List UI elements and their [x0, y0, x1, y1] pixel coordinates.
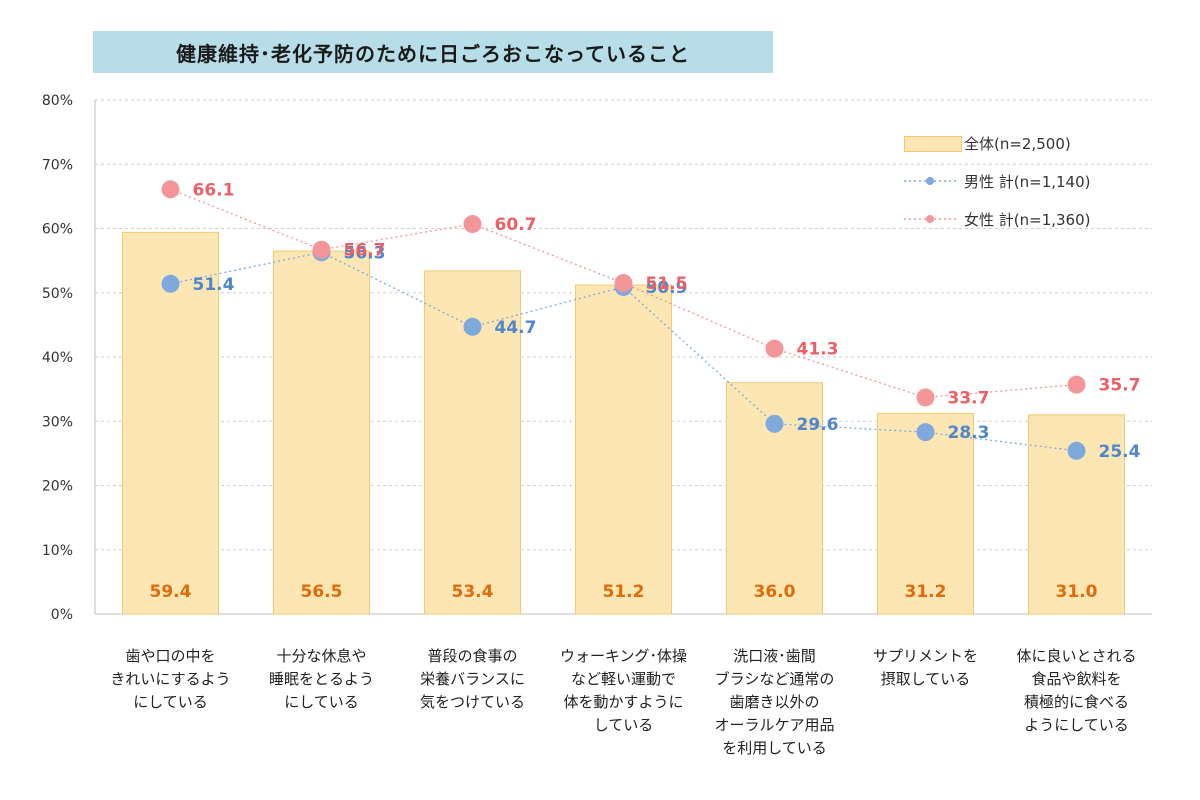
bar-value-label: 53.4 — [452, 582, 494, 602]
male-line-segment — [321, 251, 473, 328]
male-value-label: 51.4 — [193, 275, 235, 295]
bar-value-label: 59.4 — [150, 582, 192, 602]
bar-value-label: 51.2 — [603, 582, 645, 602]
female-line-segment — [774, 348, 926, 399]
male-value-label: 29.6 — [797, 415, 839, 435]
male-line-segment — [170, 251, 322, 285]
female-value-label: 33.7 — [948, 388, 990, 408]
female-point — [161, 180, 180, 199]
y-tick-label: 0% — [51, 607, 73, 623]
legend-label-female: 女性 計(n=1,360) — [964, 210, 1091, 229]
male-point — [161, 274, 180, 293]
y-tick-label: 30% — [42, 414, 73, 430]
bar-value-label: 31.0 — [1056, 582, 1098, 602]
legend-item-female: 女性 計(n=1,360) — [900, 200, 1150, 238]
male-line-segment — [925, 431, 1077, 452]
y-tick-label: 40% — [42, 350, 73, 366]
legend-bar-swatch — [900, 133, 962, 153]
bar-value-label: 36.0 — [754, 582, 796, 602]
y-tick-label: 80% — [42, 93, 73, 109]
female-point — [765, 339, 784, 358]
x-category-label: サプリメントを 摂取している — [872, 647, 978, 688]
bar — [122, 231, 219, 615]
y-tick-label: 70% — [42, 157, 73, 173]
male-value-label: 25.4 — [1099, 442, 1141, 462]
x-category-label: ウォーキング･体操 など軽い運動で 体を動かすように している — [559, 647, 688, 734]
female-value-label: 66.1 — [193, 180, 235, 200]
y-tick-label: 60% — [42, 222, 73, 238]
male-value-label: 56.3 — [344, 243, 386, 263]
legend-item-total: 全体(n=2,500) — [900, 124, 1150, 162]
male-value-label: 50.9 — [646, 278, 688, 298]
x-category-label: 洗口液･歯間 ブラシなど通常の 歯磨き以外の オーラルケア用品 を利用している — [714, 647, 835, 757]
male-point — [463, 317, 482, 336]
legend-label-male: 男性 計(n=1,140) — [964, 172, 1091, 191]
female-value-label: 60.7 — [495, 215, 537, 235]
y-tick-label: 50% — [42, 286, 73, 302]
x-category-label: 歯や口の中を きれいにするよう にしている — [110, 647, 231, 711]
male-line-segment — [774, 423, 926, 433]
chart-title: 健康維持･老化予防のために日ごろおこなっていること — [176, 41, 690, 66]
male-line-segment — [623, 286, 775, 425]
y-tick-label: 20% — [42, 479, 73, 495]
male-point — [765, 414, 784, 433]
female-point — [463, 215, 482, 234]
bar — [575, 284, 672, 615]
male-point — [916, 423, 935, 442]
female-point — [916, 388, 935, 407]
chart-title-box: 健康維持･老化予防のために日ごろおこなっていること — [93, 31, 773, 73]
female-value-label: 35.7 — [1099, 376, 1141, 396]
female-point — [614, 274, 633, 293]
bar-value-label: 56.5 — [301, 582, 343, 602]
male-line-segment — [472, 286, 624, 328]
legend-item-male: 男性 計(n=1,140) — [900, 162, 1150, 200]
female-point — [1067, 375, 1086, 394]
bar-value-label: 31.2 — [905, 582, 947, 602]
female-point — [312, 240, 331, 259]
female-line-segment — [472, 223, 624, 284]
female-line-segment — [170, 188, 322, 251]
bar — [273, 250, 370, 615]
female-value-label: 41.3 — [797, 340, 839, 360]
x-category-label: 普段の食事の 栄養バランスに 気をつけている — [419, 647, 525, 711]
legend-label-total: 全体(n=2,500) — [964, 134, 1071, 153]
female-line-segment — [321, 223, 473, 251]
bar — [877, 413, 974, 615]
female-value-label: 56.7 — [344, 241, 386, 261]
male-point — [1067, 441, 1086, 460]
x-category-label: 十分な休息や 睡眠をとるよう にしている — [268, 647, 374, 711]
legend-line-female-swatch — [900, 209, 960, 229]
male-value-label: 44.7 — [495, 318, 537, 338]
male-value-label: 28.3 — [948, 423, 990, 443]
female-line-segment — [925, 383, 1077, 399]
legend: 全体(n=2,500) 男性 計(n=1,140) 女性 計(n=1,360) — [900, 124, 1150, 238]
legend-line-male-swatch — [900, 171, 960, 191]
y-tick-label: 10% — [42, 543, 73, 559]
female-value-label: 51.5 — [646, 274, 688, 294]
x-category-label: 体に良いとされる 食品や飲料を 積極的に食べる ようにしている — [1016, 647, 1137, 734]
